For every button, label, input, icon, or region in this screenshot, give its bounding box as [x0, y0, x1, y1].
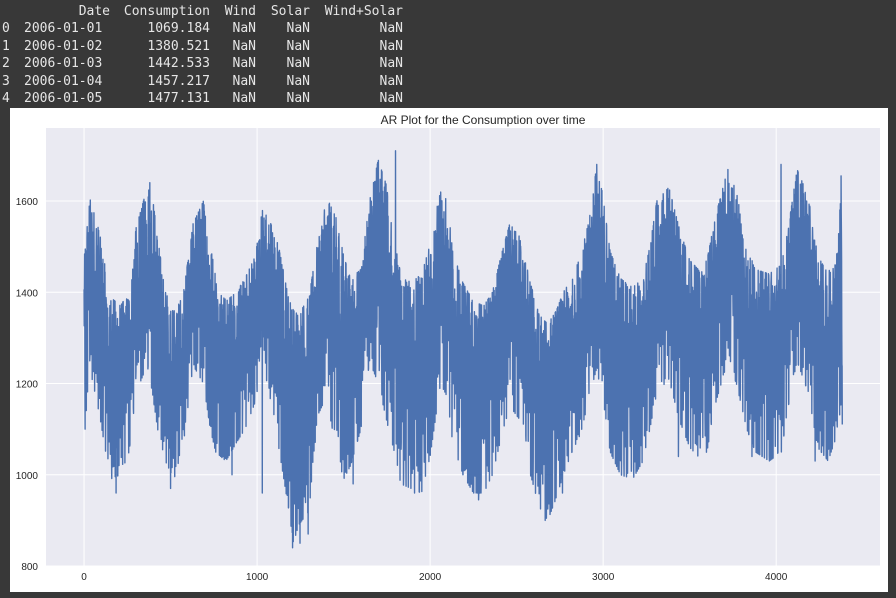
row-consumption: 1457.217 [147, 73, 210, 89]
row-wind: NaN [232, 91, 256, 106]
row-wind-solar: NaN [379, 73, 403, 89]
x-tick-label: 3000 [592, 572, 615, 583]
row-date: 2006-01-02 [24, 38, 103, 54]
x-tick-label: 2000 [419, 572, 442, 583]
row-solar: NaN [286, 73, 310, 89]
row-wind-solar: NaN [379, 21, 403, 37]
dataframe-row: 3 2006-01-04 1457.217 NaN NaN NaN [0, 70, 420, 89]
dataframe-row: 2 2006-01-03 1442.533 NaN NaN NaN [0, 52, 420, 72]
y-tick-label: 800 [21, 562, 38, 573]
y-tick-label: 1600 [16, 197, 39, 208]
row-consumption: 1380.521 [147, 38, 210, 54]
row-wind-solar: NaN [379, 91, 403, 106]
consumption-series-line [83, 150, 843, 549]
row-consumption: 1069.184 [147, 21, 210, 37]
column-header-solar: Solar [270, 4, 310, 19]
row-wind: NaN [232, 73, 256, 89]
row-date: 2006-01-05 [24, 91, 103, 106]
dataframe-header: Date Consumption Wind Solar Wind+Solar [0, 0, 420, 19]
row-wind: NaN [232, 56, 256, 72]
column-header-wind: Wind [224, 4, 256, 19]
dataframe-row: 0 2006-01-01 1069.184 NaN NaN NaN [0, 17, 420, 37]
row-index: 4 [2, 91, 10, 106]
row-solar: NaN [286, 56, 310, 72]
row-wind-solar: NaN [379, 38, 403, 54]
x-tick-label: 4000 [765, 572, 788, 583]
dataframe-output: Date Consumption Wind Solar Wind+Solar 0… [0, 0, 896, 108]
y-tick-label: 1000 [16, 471, 39, 482]
consumption-chart: AR Plot for the Consumption over time 800… [16, 113, 880, 583]
row-consumption: 1442.533 [147, 56, 210, 72]
row-wind-solar: NaN [379, 56, 403, 72]
row-solar: NaN [286, 91, 310, 106]
column-header-date: Date [78, 4, 110, 19]
row-index: 1 [2, 38, 10, 54]
x-tick-label: 1000 [246, 572, 269, 583]
row-date: 2006-01-04 [24, 73, 103, 89]
x-tick-label: 0 [81, 572, 87, 583]
row-date: 2006-01-01 [24, 21, 103, 37]
y-tick-label: 1400 [16, 288, 39, 299]
row-solar: NaN [286, 21, 310, 37]
row-consumption: 1477.131 [147, 91, 210, 106]
dataframe-row: 1 2006-01-02 1380.521 NaN NaN NaN [0, 35, 420, 54]
dataframe-row: 4 2006-01-05 1477.131 NaN NaN NaN [0, 87, 420, 106]
row-wind: NaN [232, 38, 256, 54]
column-header-consumption: Consumption [123, 4, 210, 19]
chart-title: AR Plot for the Consumption over time [381, 113, 586, 127]
row-date: 2006-01-03 [24, 56, 103, 72]
row-wind: NaN [232, 21, 256, 37]
row-index: 0 [2, 21, 10, 37]
row-solar: NaN [286, 38, 310, 54]
figure: AR Plot for the Consumption over time 800… [10, 108, 888, 592]
column-header-wind-solar: Wind+Solar [324, 4, 403, 19]
y-tick-label: 1200 [16, 380, 39, 391]
row-index: 2 [2, 56, 10, 72]
row-index: 3 [2, 73, 10, 89]
